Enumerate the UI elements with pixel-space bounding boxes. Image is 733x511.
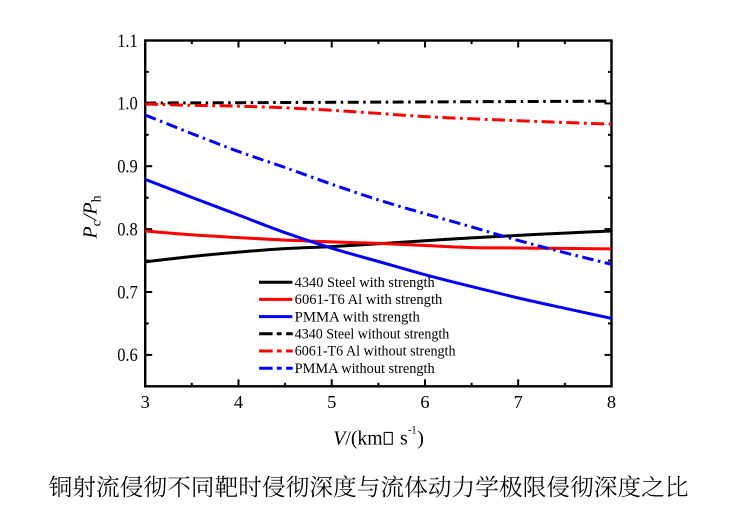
svg-text:): ) <box>417 428 424 450</box>
svg-text:6061-T6 Al with strength: 6061-T6 Al with strength <box>295 292 443 308</box>
svg-text:4340 Steel without strength: 4340 Steel without strength <box>295 327 450 343</box>
svg-text:0.8: 0.8 <box>117 219 138 240</box>
svg-text:1.0: 1.0 <box>117 94 138 115</box>
svg-text:0.7: 0.7 <box>117 282 138 303</box>
svg-text:4340 Steel with strength: 4340 Steel with strength <box>295 275 435 291</box>
svg-text:0.6: 0.6 <box>117 345 138 366</box>
svg-text:8: 8 <box>607 392 616 412</box>
svg-text:PMMA with strength: PMMA with strength <box>295 309 420 325</box>
svg-text:0.9: 0.9 <box>117 157 138 178</box>
svg-text:Pc/Ph: Pc/Ph <box>79 195 104 239</box>
svg-text:5: 5 <box>327 392 336 412</box>
svg-text:-1: -1 <box>408 423 417 437</box>
svg-text:PMMA without strength: PMMA without strength <box>295 361 435 377</box>
svg-text:1.1: 1.1 <box>117 31 138 52</box>
svg-text:7: 7 <box>514 392 523 412</box>
svg-text:6061-T6 Al without strength: 6061-T6 Al without strength <box>295 344 456 360</box>
svg-text:s: s <box>400 428 408 450</box>
svg-text:4: 4 <box>234 392 243 412</box>
svg-text:6: 6 <box>420 392 429 412</box>
svg-text:V/(km: V/(km <box>333 428 383 450</box>
svg-text:3: 3 <box>141 392 150 412</box>
